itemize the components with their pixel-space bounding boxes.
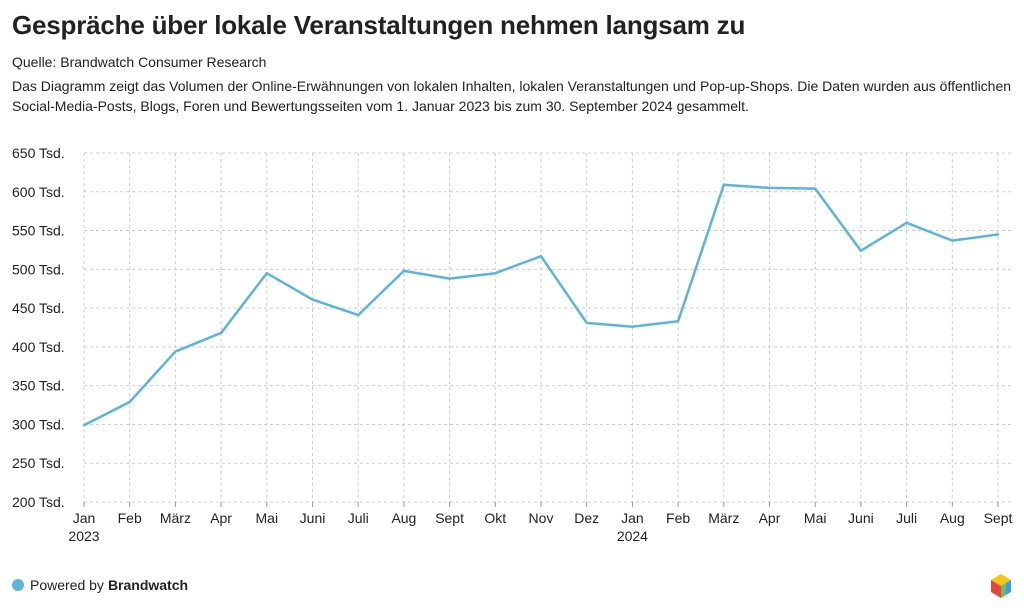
y-axis: 200 Tsd. 250 Tsd. 300 Tsd. 350 Tsd. 400 Tsd.… (12, 145, 65, 510)
data-point[interactable] (357, 313, 360, 317)
x-tick-label: Jan (73, 510, 96, 526)
data-point[interactable] (539, 254, 543, 258)
x-tick-label: Aug (940, 510, 965, 526)
x-tick-label: Juni (848, 510, 874, 526)
chart-description: Das Diagramm zeigt das Volumen der Onlin… (12, 78, 1012, 114)
data-point[interactable] (82, 424, 86, 427)
x-tick-label: Sept (984, 510, 1013, 526)
data-point[interactable] (174, 350, 177, 353)
data-point[interactable] (585, 321, 588, 325)
brandwatch-logo-icon (991, 574, 1011, 598)
x-year-label: 2023 (68, 528, 99, 544)
footer[interactable]: Powered by Brandwatch (12, 577, 188, 593)
x-tick-label: Feb (666, 510, 690, 526)
chart-source: Quelle: Brandwatch Consumer Research (12, 54, 267, 70)
x-tick-label: Juli (896, 510, 917, 526)
x-axis: Jan 2023 Feb März Apr Mai Juni Juli Aug Sept Okt No… (68, 502, 1013, 544)
x-tick-label: Aug (391, 510, 416, 526)
data-point[interactable] (219, 331, 223, 335)
y-tick-label: 550 Tsd. (12, 223, 65, 239)
y-tick-label: 300 Tsd. (12, 416, 65, 432)
data-point[interactable] (402, 269, 406, 273)
data-point[interactable] (951, 239, 954, 242)
x-tick-label: Mai (256, 510, 279, 526)
data-point[interactable] (996, 233, 1000, 236)
grid-layer (83, 152, 1012, 503)
x-tick-label: März (708, 510, 739, 526)
data-point[interactable] (128, 400, 131, 404)
x-tick-label: Sept (435, 510, 464, 526)
y-tick-label: 400 Tsd. (12, 339, 65, 355)
x-tick-label: Okt (484, 510, 506, 526)
x-tick-label: Juli (348, 510, 369, 526)
x-tick-label: Dez (574, 510, 599, 526)
data-point[interactable] (265, 272, 268, 275)
chart-title: Gespräche über lokale Veranstaltungen ne… (12, 10, 746, 40)
series-layer (82, 183, 1000, 427)
x-tick-label: Apr (210, 510, 232, 526)
y-tick-label: 200 Tsd. (12, 494, 65, 510)
data-point[interactable] (311, 298, 314, 301)
data-point[interactable] (905, 221, 908, 224)
x-tick-label: Nov (529, 510, 554, 526)
footer-brand: Brandwatch (107, 577, 189, 593)
x-year-label: 2024 (617, 528, 648, 544)
y-tick-label: 600 Tsd. (12, 184, 65, 200)
data-point[interactable] (859, 249, 863, 252)
x-tick-label: Juni (300, 510, 326, 526)
line-chart: 200 Tsd. 250 Tsd. 300 Tsd. 350 Tsd. 400 Tsd.… (12, 145, 1013, 544)
x-tick-label: Feb (118, 510, 142, 526)
x-tick-label: Jan (621, 510, 644, 526)
data-point[interactable] (814, 187, 817, 190)
footer-prefix: Powered by (30, 577, 104, 593)
y-tick-label: 500 Tsd. (12, 261, 65, 277)
y-tick-label: 650 Tsd. (12, 145, 65, 161)
data-point[interactable] (722, 183, 725, 186)
x-tick-label: Apr (759, 510, 781, 526)
data-point[interactable] (631, 325, 634, 328)
data-point[interactable] (768, 186, 771, 190)
y-tick-label: 250 Tsd. (12, 455, 65, 471)
y-tick-label: 450 Tsd. (12, 300, 65, 316)
data-point[interactable] (676, 320, 680, 323)
y-tick-label: 350 Tsd. (12, 378, 65, 394)
data-point[interactable] (494, 272, 497, 275)
data-point[interactable] (448, 277, 451, 280)
x-tick-label: Mai (804, 510, 827, 526)
brandwatch-dot-icon (12, 579, 24, 591)
x-tick-label: März (160, 510, 191, 526)
